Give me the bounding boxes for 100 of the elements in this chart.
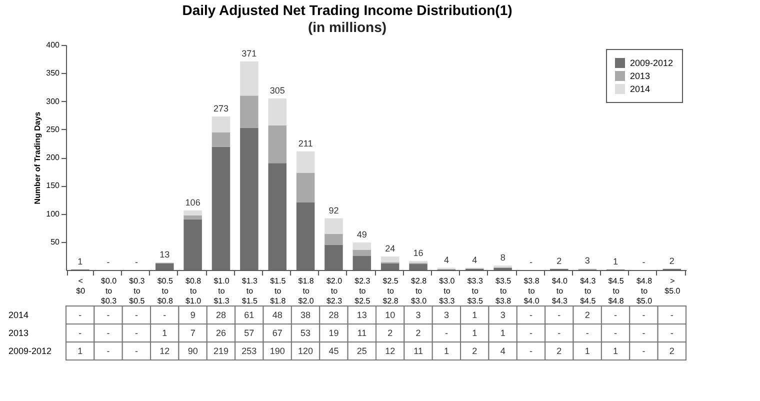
total-label: 273 [213, 103, 229, 114]
total-label: 49 [356, 229, 367, 240]
bar [352, 242, 372, 250]
bar [268, 125, 286, 164]
y-tick-label: 200 [46, 153, 60, 162]
x-tick-label: $2.3 to $2.5 [354, 276, 371, 306]
data-label: 7 [190, 328, 196, 338]
text: - [134, 328, 138, 338]
data-label: 57 [244, 328, 254, 338]
total-label: 24 [385, 244, 396, 254]
bar [212, 132, 230, 147]
y-tick-label: 250 [46, 124, 60, 134]
data-label: 2 [416, 328, 421, 338]
x-tick-label: $2.5 to $2.8 [382, 276, 399, 306]
bar [240, 96, 258, 128]
data-label: 2 [584, 310, 590, 320]
x-tick-label: $1.8 to $2.0 [298, 276, 314, 306]
data-label: 253 [242, 346, 257, 356]
x-tick-label: < $0 [76, 276, 86, 296]
x-tick-label: $4.8 to $5.0 [636, 276, 653, 306]
data-label: 1 [584, 346, 590, 356]
data-label: 19 [328, 328, 339, 338]
legend-label: 2014 [630, 84, 650, 94]
bar [212, 146, 230, 270]
x-tick-label: $1.3 to $1.5 [242, 276, 258, 306]
data-label: 2 [669, 346, 674, 356]
x-tick-label: $0.8 to $1.0 [186, 276, 202, 306]
y-tick-label: 400 [46, 40, 60, 50]
text: - [558, 328, 561, 338]
y-tick-label: 350 [46, 68, 60, 78]
x-tick-label: $4.0 to $4.3 [552, 276, 568, 306]
chart-title: Daily Adjusted Net Trading Income Distribution(1) [182, 2, 512, 18]
y-tick-label: 300 [46, 96, 60, 106]
total-label: 3 [584, 255, 590, 266]
bar [240, 128, 258, 270]
data-label: 26 [216, 328, 226, 338]
text: - [530, 257, 532, 267]
data-label: 45 [328, 346, 339, 356]
bar [296, 172, 315, 202]
text: - [614, 328, 618, 338]
bar [156, 263, 174, 270]
text: - [642, 328, 646, 338]
x-tick-label: $4.5 to $4.8 [608, 276, 624, 306]
bar [296, 202, 315, 270]
total-label: 13 [160, 250, 170, 260]
data-label: 1 [500, 328, 506, 338]
text: - [614, 310, 618, 320]
text: - [78, 328, 82, 338]
text: 2014 [8, 310, 29, 320]
x-tick-label: $1.5 to $1.8 [270, 276, 286, 306]
data-label: 25 [356, 346, 367, 356]
y-tick-label: 50 [50, 237, 60, 246]
data-label: 12 [385, 346, 396, 356]
data-label: 48 [272, 310, 282, 320]
data-label: 11 [357, 328, 367, 338]
text: - [134, 257, 138, 267]
text: - [558, 310, 561, 320]
data-label: 12 [160, 346, 170, 356]
total-label: 8 [500, 252, 506, 262]
bar [184, 219, 202, 270]
total-label: 2 [669, 256, 674, 266]
data-label: 90 [188, 346, 198, 356]
data-label: 1 [78, 346, 83, 356]
text: - [670, 310, 674, 320]
total-label: 4 [472, 254, 478, 265]
text: - [106, 346, 110, 356]
data-label: 38 [300, 310, 311, 320]
data-label: 10 [385, 310, 396, 320]
bar [296, 151, 315, 173]
bar [212, 116, 230, 132]
total-label: 92 [328, 205, 339, 216]
data-label: 28 [328, 310, 339, 320]
total-label: 211 [298, 138, 313, 148]
x-tick-label: $3.3 to $3.5 [467, 276, 484, 306]
bar [380, 256, 400, 262]
x-tick-label: $0.0 to $0.3 [100, 276, 118, 306]
data-label: 2 [472, 346, 478, 356]
data-label: 219 [213, 346, 229, 356]
data-label: 11 [414, 346, 423, 356]
data-label: 67 [272, 328, 282, 338]
chart-subtitle: (in millions) [308, 19, 387, 35]
y-tick-label: 100 [46, 209, 60, 218]
data-label: 53 [300, 328, 311, 338]
data-label: 3 [416, 310, 421, 320]
data-label: 4 [500, 346, 506, 356]
bar [352, 256, 372, 270]
total-label: 371 [242, 48, 257, 58]
text: - [642, 310, 646, 320]
data-label: 3 [444, 310, 449, 320]
data-label: 61 [244, 310, 254, 320]
data-label: 9 [190, 310, 196, 320]
data-label: 2 [388, 328, 393, 338]
total-label: 16 [413, 248, 424, 258]
data-label: 1 [162, 328, 168, 338]
text: - [78, 310, 82, 320]
x-tick-label: > $5.0 [664, 276, 681, 296]
data-label: 1 [613, 346, 618, 356]
legend-label: 2013 [630, 71, 650, 81]
data-label: 1 [472, 328, 478, 338]
text: - [444, 328, 448, 338]
